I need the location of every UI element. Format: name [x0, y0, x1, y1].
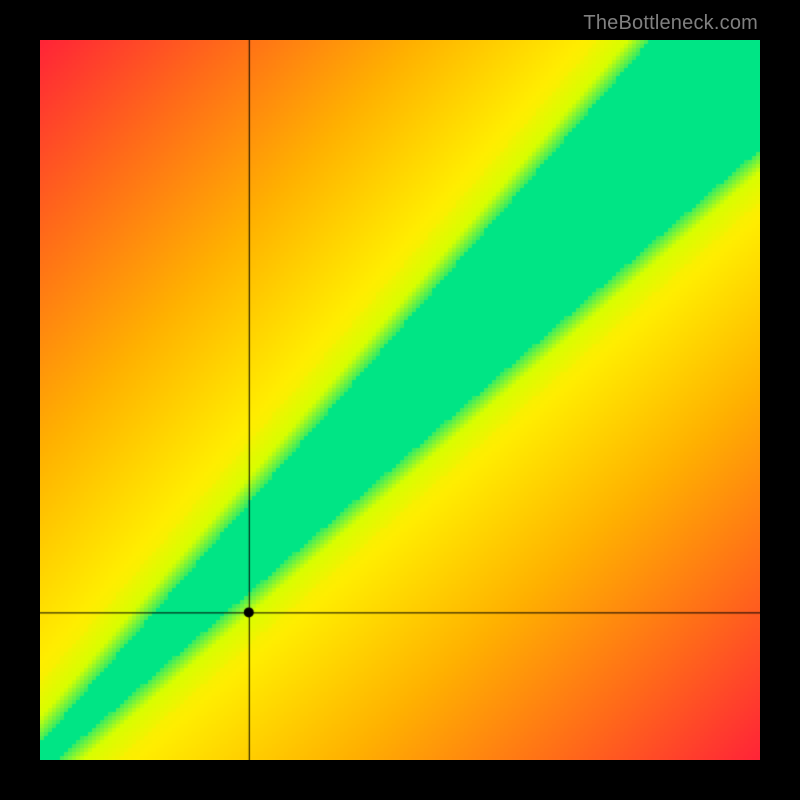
chart-container: TheBottleneck.com: [0, 0, 800, 800]
bottleneck-heatmap-canvas: [40, 40, 760, 760]
plot-area: [40, 40, 760, 760]
watermark-text: TheBottleneck.com: [583, 12, 758, 35]
